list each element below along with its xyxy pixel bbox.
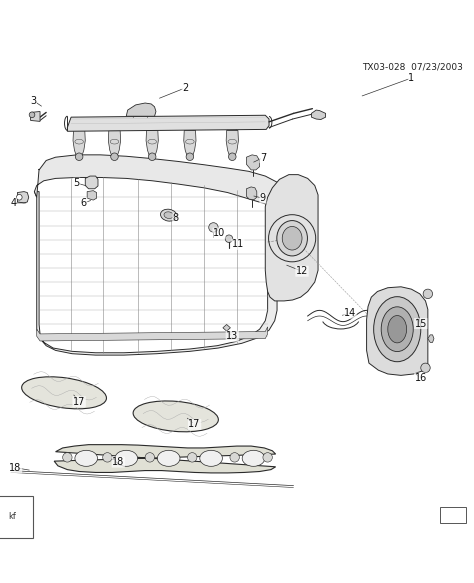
- Ellipse shape: [161, 209, 177, 221]
- Polygon shape: [36, 327, 268, 341]
- Circle shape: [186, 153, 194, 160]
- Polygon shape: [73, 131, 85, 156]
- Polygon shape: [18, 192, 29, 203]
- Polygon shape: [35, 155, 298, 212]
- Circle shape: [263, 452, 273, 462]
- Ellipse shape: [22, 377, 107, 409]
- Circle shape: [29, 112, 35, 118]
- Text: 12: 12: [296, 266, 308, 276]
- Polygon shape: [265, 175, 318, 301]
- Text: 18: 18: [112, 457, 124, 467]
- Text: 4: 4: [10, 198, 16, 208]
- Ellipse shape: [164, 212, 173, 219]
- Text: 2: 2: [182, 83, 188, 93]
- Text: 16: 16: [415, 373, 427, 383]
- Text: 18: 18: [9, 463, 22, 473]
- Polygon shape: [110, 127, 119, 131]
- Text: 13: 13: [226, 331, 238, 341]
- Polygon shape: [147, 127, 157, 131]
- Ellipse shape: [381, 307, 413, 352]
- FancyBboxPatch shape: [439, 507, 465, 524]
- Circle shape: [148, 153, 156, 160]
- Polygon shape: [87, 191, 97, 200]
- Text: 10: 10: [213, 228, 225, 238]
- Text: 14: 14: [344, 308, 356, 318]
- Polygon shape: [184, 131, 196, 156]
- Polygon shape: [126, 103, 156, 116]
- Polygon shape: [428, 335, 434, 342]
- Ellipse shape: [157, 450, 180, 466]
- Polygon shape: [54, 445, 276, 473]
- Text: 5: 5: [73, 178, 80, 188]
- Circle shape: [17, 194, 22, 200]
- Circle shape: [111, 153, 118, 160]
- Ellipse shape: [388, 315, 407, 343]
- Text: TX03-028  07/23/2003: TX03-028 07/23/2003: [362, 63, 463, 72]
- Polygon shape: [226, 131, 238, 156]
- Circle shape: [103, 452, 112, 462]
- Circle shape: [230, 452, 239, 462]
- Text: 7: 7: [260, 153, 266, 163]
- Text: 9: 9: [260, 193, 266, 203]
- Polygon shape: [228, 127, 237, 131]
- Text: 3: 3: [30, 96, 36, 106]
- Polygon shape: [74, 127, 84, 131]
- Polygon shape: [146, 131, 158, 156]
- Polygon shape: [67, 115, 269, 131]
- Ellipse shape: [200, 450, 222, 466]
- Circle shape: [75, 153, 83, 160]
- Polygon shape: [35, 192, 298, 355]
- Text: 17: 17: [188, 419, 201, 430]
- Circle shape: [188, 452, 197, 462]
- Ellipse shape: [242, 450, 265, 466]
- Polygon shape: [185, 127, 195, 131]
- Text: 6: 6: [81, 198, 87, 208]
- Text: 11: 11: [232, 240, 244, 250]
- Text: kf: kf: [9, 512, 16, 521]
- Ellipse shape: [282, 226, 302, 250]
- Circle shape: [209, 223, 218, 232]
- Ellipse shape: [374, 297, 421, 361]
- Text: 15: 15: [415, 318, 427, 329]
- Circle shape: [421, 363, 430, 373]
- Circle shape: [145, 452, 155, 462]
- Circle shape: [225, 235, 233, 243]
- Ellipse shape: [133, 401, 219, 432]
- Polygon shape: [366, 287, 428, 375]
- Circle shape: [228, 153, 236, 160]
- Polygon shape: [109, 131, 120, 156]
- Circle shape: [63, 452, 72, 462]
- Text: 17: 17: [73, 397, 85, 407]
- Text: 1: 1: [408, 73, 414, 83]
- Polygon shape: [311, 110, 326, 120]
- Polygon shape: [246, 187, 257, 199]
- Polygon shape: [246, 155, 260, 170]
- Text: 8: 8: [173, 213, 179, 223]
- Polygon shape: [85, 176, 98, 189]
- Ellipse shape: [75, 450, 98, 466]
- Ellipse shape: [277, 220, 308, 256]
- Polygon shape: [223, 325, 230, 331]
- Ellipse shape: [115, 450, 137, 466]
- Circle shape: [423, 289, 433, 298]
- Polygon shape: [31, 111, 40, 121]
